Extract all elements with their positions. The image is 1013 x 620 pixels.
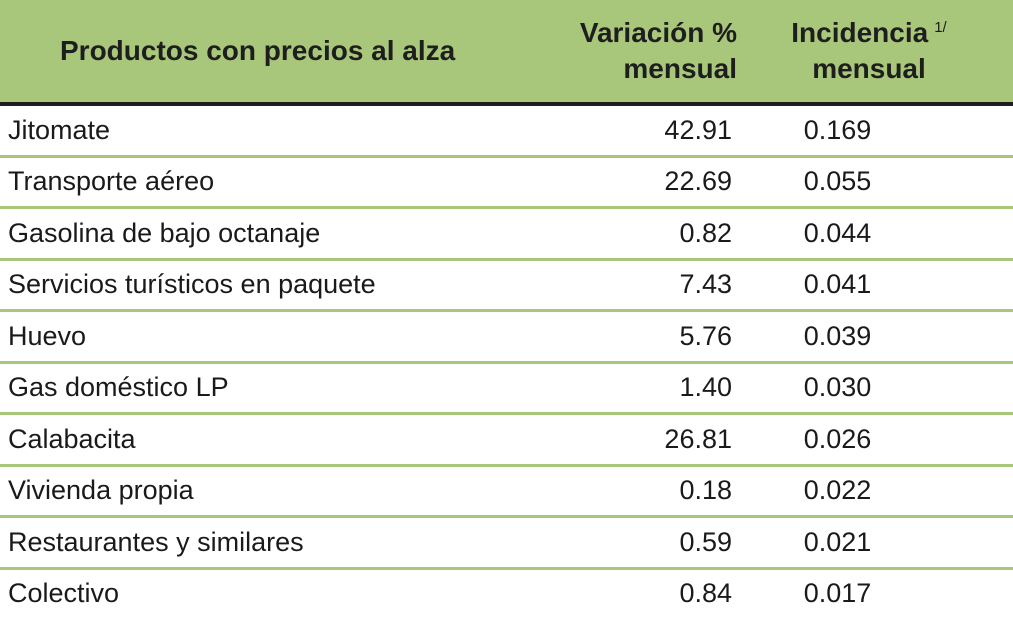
cell-incidencia: 0.041 — [803, 269, 872, 300]
cell-incidencia: 0.021 — [803, 526, 872, 557]
cell-product: Jitomate — [8, 114, 111, 145]
cell-product: Transporte aéreo — [8, 166, 215, 197]
table-body: Jitomate 42.91 0.169 Transporte aéreo 22… — [0, 106, 1013, 618]
table-row: Jitomate 42.91 0.169 — [0, 106, 1013, 158]
cell-incidencia: 0.030 — [803, 372, 872, 403]
cell-incidencia: 0.022 — [803, 475, 872, 506]
header-variacion-line2: mensual — [623, 53, 737, 84]
cell-variacion: 1.40 — [679, 372, 732, 403]
table-header: Productos con precios al alza Variación … — [0, 0, 1013, 106]
table-row: Restaurantes y similares 0.59 0.021 — [0, 518, 1013, 570]
header-incidencia-footnote: 1/ — [934, 18, 947, 36]
table-row: Gas doméstico LP 1.40 0.030 — [0, 364, 1013, 415]
cell-product: Restaurantes y similares — [8, 526, 304, 557]
cell-product: Gas doméstico LP — [8, 372, 229, 403]
cell-incidencia: 0.055 — [803, 166, 872, 197]
header-incidencia-line1: Incidencia — [791, 17, 929, 48]
cell-product: Calabacita — [8, 423, 136, 454]
cell-product: Gasolina de bajo octanaje — [8, 217, 321, 248]
table-row: Servicios turísticos en paquete 7.43 0.0… — [0, 261, 1013, 312]
cell-incidencia: 0.017 — [803, 578, 872, 609]
cell-product: Huevo — [8, 320, 87, 351]
cell-incidencia: 0.169 — [803, 114, 872, 145]
header-variacion-line1: Variación % — [579, 17, 737, 48]
table-row: Calabacita 26.81 0.026 — [0, 415, 1013, 467]
cell-incidencia: 0.039 — [803, 320, 872, 351]
table-row: Colectivo 0.84 0.017 — [0, 570, 1013, 619]
cell-product: Colectivo — [8, 578, 120, 609]
cell-variacion: 0.18 — [679, 475, 732, 506]
cell-variacion: 0.82 — [679, 217, 732, 248]
header-variacion: Variación % mensual — [560, 0, 755, 102]
table-row: Huevo 5.76 0.039 — [0, 312, 1013, 364]
cell-incidencia: 0.044 — [803, 217, 872, 248]
table-row: Vivienda propia 0.18 0.022 — [0, 467, 1013, 518]
cell-variacion: 42.91 — [664, 114, 732, 145]
cell-variacion: 0.59 — [679, 526, 732, 557]
cell-variacion: 7.43 — [679, 269, 732, 300]
cell-variacion: 26.81 — [664, 423, 732, 454]
cell-variacion: 22.69 — [664, 166, 732, 197]
cell-product: Vivienda propia — [8, 475, 194, 506]
cell-variacion: 5.76 — [679, 320, 732, 351]
header-product: Productos con precios al alza — [0, 0, 560, 102]
header-incidencia: Incidencia 1/ mensual — [755, 0, 1013, 102]
header-incidencia-line2: mensual — [812, 53, 926, 84]
table-row: Transporte aéreo 22.69 0.055 — [0, 158, 1013, 209]
cell-incidencia: 0.026 — [803, 423, 872, 454]
cell-variacion: 0.84 — [679, 578, 732, 609]
header-product-label: Productos con precios al alza — [60, 35, 456, 66]
cell-product: Servicios turísticos en paquete — [8, 269, 376, 300]
table-row: Gasolina de bajo octanaje 0.82 0.044 — [0, 209, 1013, 261]
header-incidencia-line1-wrap: Incidencia 1/ — [791, 15, 946, 51]
